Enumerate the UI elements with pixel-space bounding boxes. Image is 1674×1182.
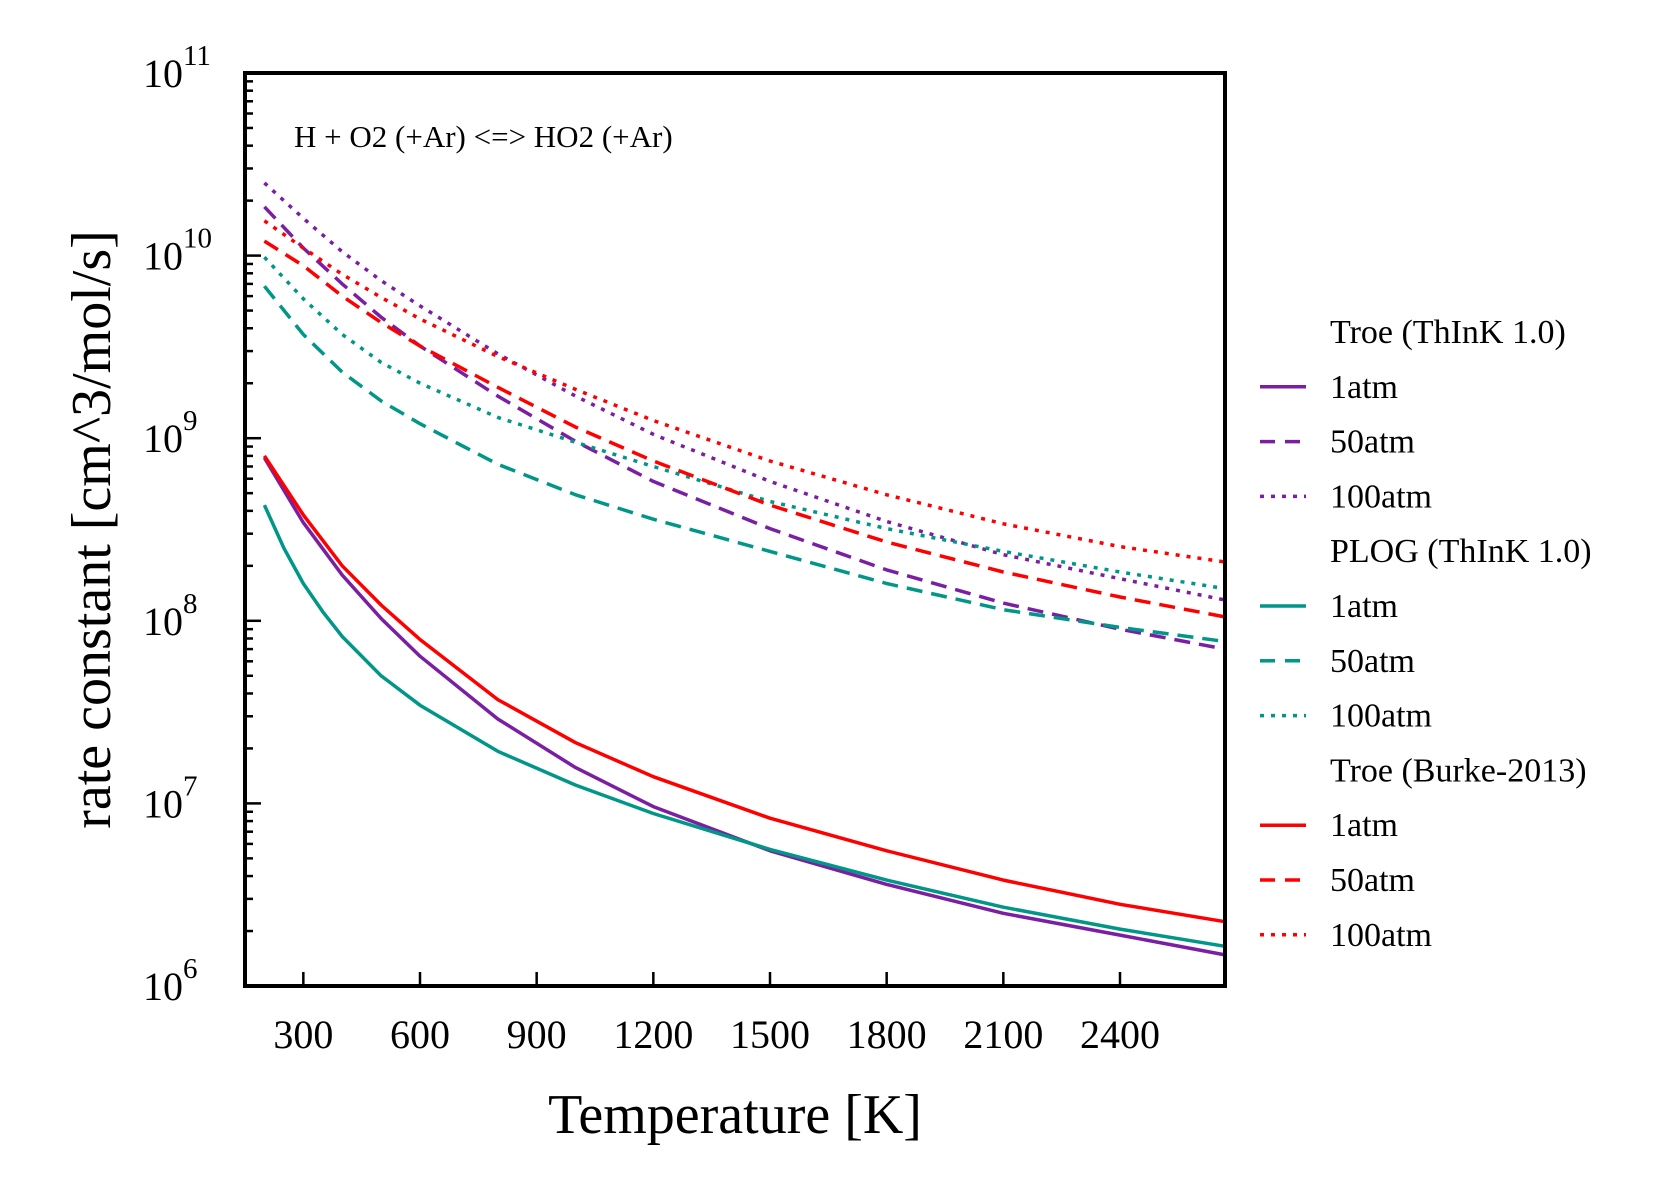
x-tick-label: 1800 xyxy=(847,1012,927,1057)
reaction-annotation: H + O2 (+Ar) <=> HO2 (+Ar) xyxy=(294,119,673,154)
legend-entry-label: 1atm xyxy=(1330,807,1398,844)
legend-entry-label: 100atm xyxy=(1330,478,1432,515)
legend-entry-label: 50atm xyxy=(1330,424,1415,461)
x-tick-label: 2400 xyxy=(1080,1012,1160,1057)
x-tick-label: 1500 xyxy=(730,1012,810,1057)
plot-series-layer xyxy=(262,181,1226,957)
x-tick-label: 300 xyxy=(273,1012,333,1057)
y-tick-label: 107 xyxy=(143,770,198,826)
legend-entry-label: 50atm xyxy=(1330,643,1415,680)
x-tick-label: 1200 xyxy=(613,1012,693,1057)
legend-entry-label: 100atm xyxy=(1330,698,1432,735)
y-tick-label: 1011 xyxy=(143,40,211,96)
plot-frame xyxy=(243,71,1227,988)
legend-group-title: Troe (Burke-2013) xyxy=(1330,752,1587,789)
y-tick-label: 1010 xyxy=(143,223,212,279)
y-tick-label: 106 xyxy=(143,953,198,1009)
legend-entry-label: 1atm xyxy=(1330,369,1398,406)
axis-ticks-layer xyxy=(245,80,1122,988)
x-tick-label: 600 xyxy=(390,1012,450,1057)
legend: Troe (ThInK 1.0) 1atm 50atm 100atm PLOG (ThI… xyxy=(1260,314,1592,954)
x-tick-label: 900 xyxy=(507,1012,567,1057)
series-line-g2-1atm xyxy=(262,454,1226,924)
y-axis-label: rate constant [cm^3/mol/s] xyxy=(61,230,123,829)
x-axis-label: Temperature [K] xyxy=(548,1084,922,1146)
series-line-g0-1atm xyxy=(262,456,1226,957)
series-line-g0-50atm xyxy=(263,205,1226,651)
legend-group-title: PLOG (ThInK 1.0) xyxy=(1330,533,1592,570)
y-tick-label: 108 xyxy=(143,588,198,644)
series-line-g2-50atm xyxy=(263,239,1226,619)
legend-entry-label: 100atm xyxy=(1330,917,1432,954)
series-line-g2-100atm xyxy=(263,219,1226,564)
y-tick-label: 109 xyxy=(143,405,198,461)
series-line-g1-1atm xyxy=(262,504,1226,949)
x-tick-labels: 300 600 900 1200 1500 1800 2100 2400 xyxy=(273,1012,1160,1057)
x-tick-label: 2100 xyxy=(963,1012,1043,1057)
legend-entry-label: 1atm xyxy=(1330,588,1398,625)
y-tick-labels: 106 107 108 109 1010 1011 xyxy=(143,40,212,1009)
legend-entry-label: 50atm xyxy=(1330,862,1415,899)
legend-group-title: Troe (ThInK 1.0) xyxy=(1330,314,1566,351)
series-line-g1-50atm xyxy=(263,285,1226,644)
